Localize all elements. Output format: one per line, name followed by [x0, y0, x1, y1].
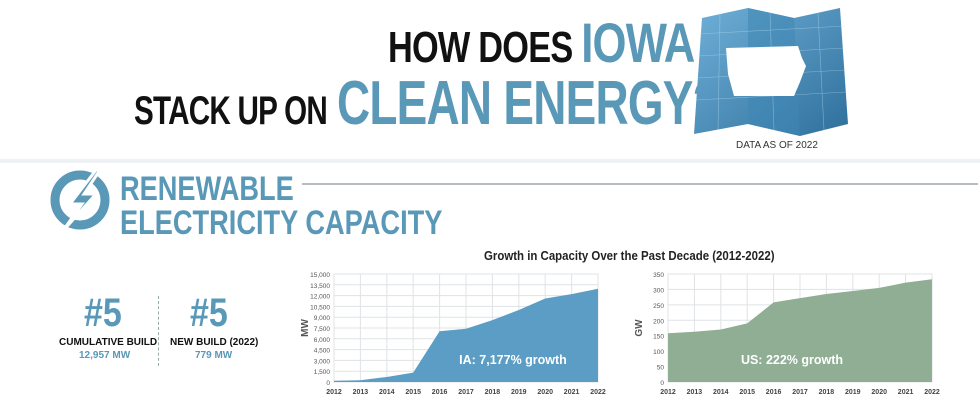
- data-point: [544, 298, 546, 300]
- data-point: [667, 332, 669, 334]
- data-point: [333, 380, 335, 382]
- x-tick-label: 2019: [511, 389, 527, 396]
- series-area: [668, 279, 932, 382]
- growth-annotation: US: 222% growth: [741, 353, 843, 367]
- section-divider: [302, 183, 978, 185]
- data-point: [386, 376, 388, 378]
- y-tick-label: 3,000: [314, 358, 331, 365]
- data-point: [492, 319, 494, 321]
- y-tick-label: 250: [653, 303, 664, 310]
- header-title-line-1: HOW DOES IOWA: [388, 10, 695, 75]
- y-tick-label: 350: [653, 272, 664, 279]
- y-tick-label: 0: [326, 380, 330, 387]
- data-point: [571, 293, 573, 295]
- header-line1-state: IOWA: [581, 11, 695, 74]
- section-title: RENEWABLE ELECTRICITY CAPACITY: [120, 172, 442, 240]
- data-point: [826, 293, 828, 295]
- data-point: [905, 282, 907, 284]
- x-tick-label: 2016: [766, 389, 782, 396]
- x-tick-label: 2015: [405, 389, 421, 396]
- new-build-value: 779 MW: [195, 350, 233, 361]
- x-tick-label: 2013: [353, 389, 369, 396]
- y-tick-label: 4,500: [314, 348, 331, 355]
- header-line1-black: HOW DOES: [388, 23, 573, 72]
- x-tick-label: 2016: [432, 389, 448, 396]
- data-point: [720, 329, 722, 331]
- y-tick-label: 200: [653, 318, 664, 325]
- header-line2-black: STACK UP ON: [134, 89, 328, 133]
- y-tick-label: 300: [653, 287, 664, 294]
- cumulative-value: 12,957 MW: [79, 350, 131, 361]
- x-tick-label: 2017: [792, 389, 808, 396]
- x-tick-label: 2014: [379, 389, 395, 396]
- cumulative-rank: #5: [84, 291, 122, 335]
- x-tick-label: 2022: [924, 389, 940, 396]
- x-tick-label: 2013: [687, 389, 703, 396]
- data-point: [518, 309, 520, 311]
- x-tick-label: 2012: [326, 389, 342, 396]
- y-tick-label: 10,500: [310, 304, 330, 311]
- x-tick-label: 2015: [739, 389, 755, 396]
- new-build-label: NEW BUILD (2022): [170, 337, 259, 348]
- iowa-capacity-chart: 0 1,500 3,000 4,500 6,000 7,500 9,000 10,500 12,…: [300, 272, 606, 396]
- y-tick-label: 1,500: [314, 369, 331, 376]
- y-tick-label: 13,500: [310, 283, 330, 290]
- header-divider: [0, 159, 980, 163]
- x-tick-label: 2022: [590, 389, 606, 396]
- data-point: [694, 331, 696, 333]
- iowa-map-icon: [694, 8, 848, 136]
- x-tick-label: 2020: [871, 389, 887, 396]
- y-axis-label: MW: [300, 319, 311, 337]
- x-tick-label: 2021: [898, 389, 914, 396]
- y-tick-label: 0: [660, 380, 664, 387]
- data-point: [746, 323, 748, 325]
- header-title-line-2: STACK UP ON CLEAN ENERGY?: [134, 68, 721, 139]
- x-tick-label: 2012: [660, 389, 676, 396]
- us-capacity-chart: 0 50 100 150 200 250 300 350 2012 2013 2014 2015 201…: [634, 272, 940, 396]
- stats-divider: [158, 296, 159, 366]
- y-tick-label: 100: [653, 349, 664, 356]
- y-tick-label: 15,000: [310, 272, 330, 279]
- section-title-line-1: RENEWABLE: [120, 170, 294, 208]
- data-as-of-label: DATA AS OF 2022: [736, 140, 818, 151]
- data-point: [597, 288, 599, 290]
- data-point: [439, 330, 441, 332]
- x-tick-label: 2019: [845, 389, 861, 396]
- data-point: [878, 287, 880, 289]
- data-point: [852, 290, 854, 292]
- y-tick-label: 7,500: [314, 326, 331, 333]
- data-point: [465, 328, 467, 330]
- y-tick-label: 150: [653, 334, 664, 341]
- x-tick-label: 2021: [564, 389, 580, 396]
- chart-heading: Growth in Capacity Over the Past Decade …: [484, 248, 775, 263]
- y-tick-label: 12,000: [310, 294, 330, 301]
- data-point: [412, 372, 414, 374]
- header-line2-accent: CLEAN ENERGY?: [337, 69, 721, 138]
- data-point: [931, 278, 933, 280]
- y-tick-label: 50: [657, 365, 665, 372]
- series-area: [334, 288, 598, 382]
- data-point: [360, 379, 362, 381]
- y-tick-label: 9,000: [314, 315, 331, 322]
- data-point: [773, 302, 775, 304]
- x-tick-label: 2014: [713, 389, 729, 396]
- data-point: [799, 297, 801, 299]
- growth-annotation: IA: 7,177% growth: [459, 353, 567, 367]
- x-tick-label: 2020: [537, 389, 553, 396]
- y-tick-label: 6,000: [314, 337, 331, 344]
- cumulative-label: CUMULATIVE BUILD: [59, 337, 158, 348]
- new-build-rank: #5: [190, 291, 228, 335]
- x-tick-label: 2017: [458, 389, 474, 396]
- lightning-bolt-icon: [50, 168, 110, 234]
- y-axis-label: GW: [634, 319, 645, 337]
- x-tick-label: 2018: [819, 389, 835, 396]
- x-tick-label: 2018: [485, 389, 501, 396]
- section-title-line-2: ELECTRICITY CAPACITY: [120, 204, 443, 242]
